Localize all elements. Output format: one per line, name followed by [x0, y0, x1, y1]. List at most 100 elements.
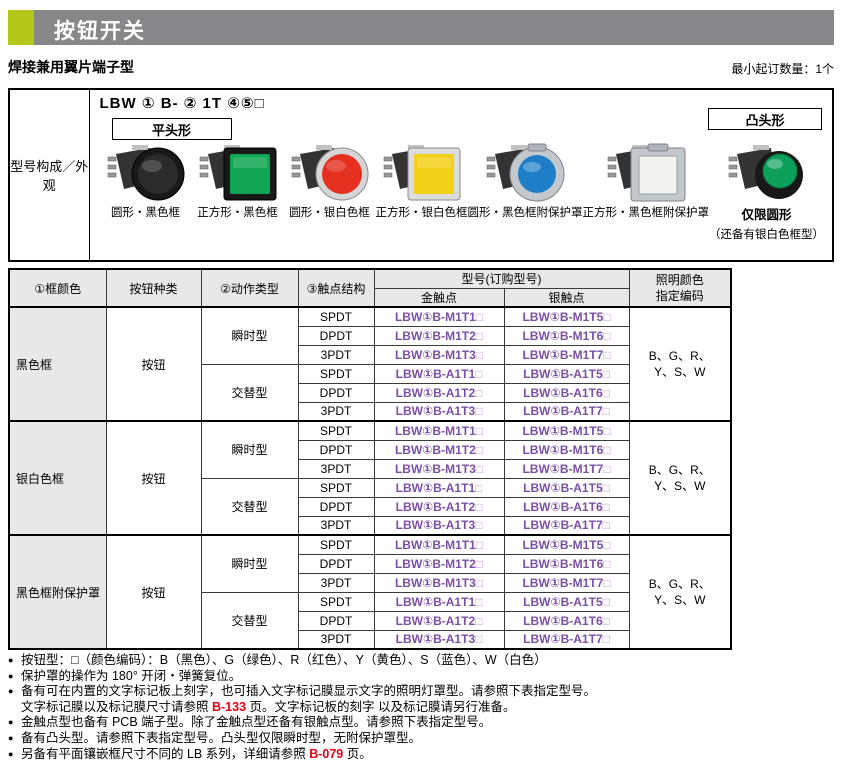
col-header-illumination-line2: 指定编码 — [655, 289, 704, 303]
model-number: LBW①B-A1T2□ — [395, 385, 483, 400]
contact-structure-cell: 3PDT — [297, 401, 375, 422]
bullet-icon: ● — [8, 670, 14, 681]
contact-structure-cell: DPDT — [297, 610, 375, 631]
contact-structure-cell: SPDT — [297, 363, 375, 384]
contact-structure-cell: DPDT — [297, 553, 375, 574]
silver-model-cell: LBW①B-M1T5□ — [503, 420, 630, 441]
gold-model-cell: LBW①B-A1T3□ — [373, 629, 505, 650]
model-number: LBW①B-M1T5□ — [522, 423, 611, 438]
model-suffix-box: □ — [603, 461, 611, 476]
minimum-order-label: 最小起订数量：1个 — [731, 62, 834, 76]
action-type-cell: 瞬时型 — [200, 534, 299, 593]
model-number: LBW①B-M1T1□ — [394, 309, 484, 324]
silver-model-cell: LBW①B-A1T5□ — [503, 363, 630, 384]
model-table: ①框颜色 按钮种类 ②动作类型 ③触点结构 型号(订购型号) 照明颜色 指定编码… — [8, 268, 732, 650]
subheader-row: 焊接兼用翼片端子型 最小起订数量：1个 — [8, 57, 834, 77]
page-reference: B-079 — [309, 746, 344, 761]
product-caption: 正方形・黑色框附保护罩 — [582, 207, 710, 219]
col-header-illumination: 照明颜色 指定编码 — [628, 268, 732, 308]
col-header-button-kind: 按钮种类 — [105, 268, 202, 308]
note-text: 金触点型也备有 PCB 端子型。除了金触点型还备有银触点型。请参照下表指定型号。 — [21, 715, 492, 730]
table-row: 3PDT LBW①B-M1T3□ LBW①B-M1T7□ — [9, 458, 731, 479]
model-number: LBW①B-A1T7□ — [523, 632, 610, 647]
table-row: 3PDT LBW①B-M1T3□ LBW①B-M1T7□ — [9, 344, 731, 365]
model-suffix-box: □ — [602, 366, 610, 381]
model-overview-box: 型号构成／外观 LBW ① B- ② 1T ④⑤□ 平头形 凸头形 圆形・黑色框… — [8, 88, 834, 262]
header-accent-square — [8, 10, 34, 45]
model-table-body: 黑色框 按钮 瞬时型 SPDT LBW①B-M1T1□ LBW①B-M1T5□ B、G、R、… — [8, 306, 732, 650]
contact-structure-cell: DPDT — [297, 382, 375, 403]
gold-model-cell: LBW①B-A1T3□ — [373, 515, 505, 536]
silver-model-cell: LBW①B-M1T6□ — [503, 553, 630, 574]
note-text: 按钮型：□（颜色编码）：B（黑色）、G（绿色）、R（红色）、Y（黄色）、S（蓝色… — [21, 653, 547, 667]
model-number-format: LBW ① B- ② 1T ④⑤□ — [99, 95, 265, 112]
product-item-round-guard: 圆形・黑色框附保护罩 — [468, 142, 583, 242]
model-suffix-box: □ — [475, 309, 484, 324]
silver-model-cell: LBW①B-A1T5□ — [503, 591, 630, 612]
col-header-action-type: ②动作类型 — [200, 268, 299, 308]
model-number: LBW①B-M1T2□ — [394, 442, 484, 457]
bullet-icon: ● — [8, 732, 14, 743]
model-suffix-box: □ — [603, 442, 611, 457]
silver-model-cell: LBW①B-A1T6□ — [503, 382, 630, 403]
col-header-silver-contact: 银触点 — [503, 287, 630, 308]
action-type-cell: 交替型 — [200, 591, 299, 650]
gold-model-cell: LBW①B-M1T2□ — [373, 439, 505, 460]
table-row: DPDT LBW①B-A1T2□ LBW①B-A1T6□ — [9, 382, 731, 403]
page-header: 按钮开关 — [8, 10, 834, 45]
model-number: LBW①B-A1T5□ — [523, 366, 610, 381]
table-row: 交替型 SPDT LBW①B-A1T1□ LBW①B-A1T5□ — [9, 363, 731, 422]
action-type-cell: 瞬时型 — [200, 306, 299, 365]
button-kind-cell: 按钮 — [105, 306, 202, 422]
model-suffix-box: □ — [475, 632, 483, 647]
contact-structure-cell: DPDT — [297, 496, 375, 517]
model-suffix-box: □ — [475, 366, 483, 381]
model-suffix-box: □ — [602, 480, 610, 495]
model-number: LBW①B-A1T5□ — [523, 480, 610, 495]
product-image-round-guard — [486, 143, 565, 202]
product-image-round-raised — [728, 145, 803, 199]
model-number: LBW①B-M1T6□ — [522, 556, 611, 571]
model-number: LBW①B-M1T5□ — [522, 537, 611, 552]
illumination-cell: B、G、R、 Y、S、W — [628, 534, 732, 650]
product-image-square-black-frame — [199, 145, 276, 201]
model-number: LBW①B-A1T3□ — [395, 632, 483, 647]
model-number: LBW①B-M1T1□ — [394, 537, 484, 552]
frame-color-cell: 黑色框 — [8, 306, 107, 422]
model-suffix-box: □ — [602, 613, 610, 628]
col-header-gold-contact: 金触点 — [373, 287, 505, 308]
silver-model-cell: LBW①B-A1T7□ — [503, 629, 630, 650]
model-number: LBW①B-M1T2□ — [394, 328, 484, 343]
model-number: LBW①B-M1T3□ — [394, 461, 484, 476]
raised-head-label-box: 凸头形 — [708, 108, 822, 130]
action-type-cell: 交替型 — [200, 363, 299, 422]
page-title: 按钮开关 — [54, 20, 146, 43]
silver-model-cell: LBW①B-M1T5□ — [503, 306, 630, 327]
product-item-round-raised: 仅限圆形 （还备有银白色框型） — [709, 142, 824, 242]
model-suffix-box: □ — [475, 537, 484, 552]
model-number: LBW①B-A1T7□ — [523, 404, 610, 419]
bullet-icon: ● — [8, 717, 14, 728]
model-suffix-box: □ — [475, 347, 484, 362]
flat-head-label-box: 平头形 — [111, 118, 232, 140]
model-suffix-box: □ — [475, 499, 483, 514]
gold-model-cell: LBW①B-A1T2□ — [373, 382, 505, 403]
gold-model-cell: LBW①B-M1T2□ — [373, 325, 505, 346]
col-header-illumination-line1: 照明颜色 — [655, 273, 704, 287]
note-item: ● 保护罩的操作为 180° 开闭・弹簧复位。 — [8, 669, 834, 685]
model-suffix-box: □ — [475, 575, 484, 590]
product-item-round-black-frame: 圆形・黑色框 — [100, 142, 192, 242]
product-caption: 圆形・黑色框附保护罩 — [467, 207, 583, 219]
silver-model-cell: LBW①B-A1T6□ — [503, 496, 630, 517]
model-suffix-box: □ — [603, 556, 611, 571]
model-suffix-box: □ — [475, 461, 484, 476]
product-image-round-black-frame — [107, 145, 184, 201]
frame-color-cell: 银白色框 — [8, 420, 107, 536]
note-text: 另备有平面镶嵌框尺寸不同的 LB 系列，详细请参照 B-079 页。 — [21, 746, 372, 761]
gold-model-cell: LBW①B-M1T3□ — [373, 458, 505, 479]
contact-structure-cell: SPDT — [297, 306, 375, 327]
product-image-square-guard — [607, 143, 686, 202]
model-suffix-box: □ — [475, 518, 483, 533]
silver-model-cell: LBW①B-M1T6□ — [503, 325, 630, 346]
model-suffix-box: □ — [603, 309, 611, 324]
